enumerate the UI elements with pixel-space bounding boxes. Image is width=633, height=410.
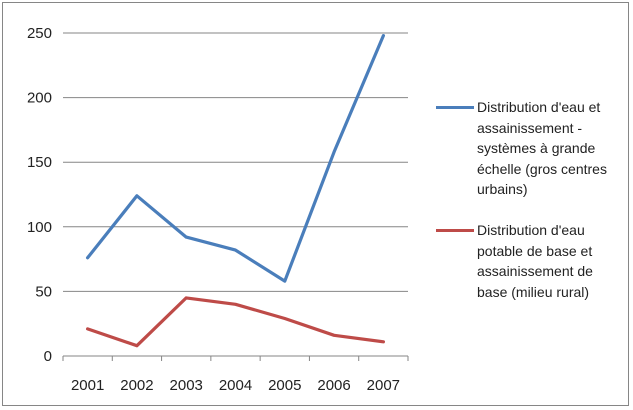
y-tick-label-0: 0 <box>44 348 52 365</box>
series-2-point-2004 <box>234 303 237 306</box>
series-1-point-2006 <box>332 150 336 154</box>
y-tick-label-100: 100 <box>27 219 52 236</box>
x-tick-label-2003: 2003 <box>170 377 203 394</box>
series-2-point-2003 <box>185 296 188 300</box>
y-tick-label-50: 50 <box>35 283 52 300</box>
series-1-point-2004 <box>234 248 237 252</box>
series-1-point-2007 <box>382 34 385 37</box>
x-tick-label-2001: 2001 <box>71 377 104 394</box>
series-2-point-2006 <box>332 334 336 337</box>
x-tick-label-2007: 2007 <box>367 377 400 394</box>
series-2-point-2005 <box>283 317 286 320</box>
x-tick-label-2005: 2005 <box>268 377 301 394</box>
series-line-1 <box>86 34 385 283</box>
y-tick-label-250: 250 <box>27 25 52 42</box>
y-tick-label-200: 200 <box>27 90 52 107</box>
series-2-point-2002 <box>135 344 139 347</box>
series-1-point-2002 <box>135 194 139 197</box>
x-tick-label-2006: 2006 <box>317 377 350 394</box>
series-2-point-2007 <box>382 340 385 343</box>
y-tick-label-150: 150 <box>27 154 52 171</box>
x-tick-label-2004: 2004 <box>219 377 252 394</box>
series-1-point-2003 <box>185 235 188 239</box>
series-1-point-2005 <box>283 279 286 283</box>
series-1-point-2001 <box>86 256 89 260</box>
series-2-point-2001 <box>86 327 89 331</box>
x-tick-label-2002: 2002 <box>120 377 153 394</box>
